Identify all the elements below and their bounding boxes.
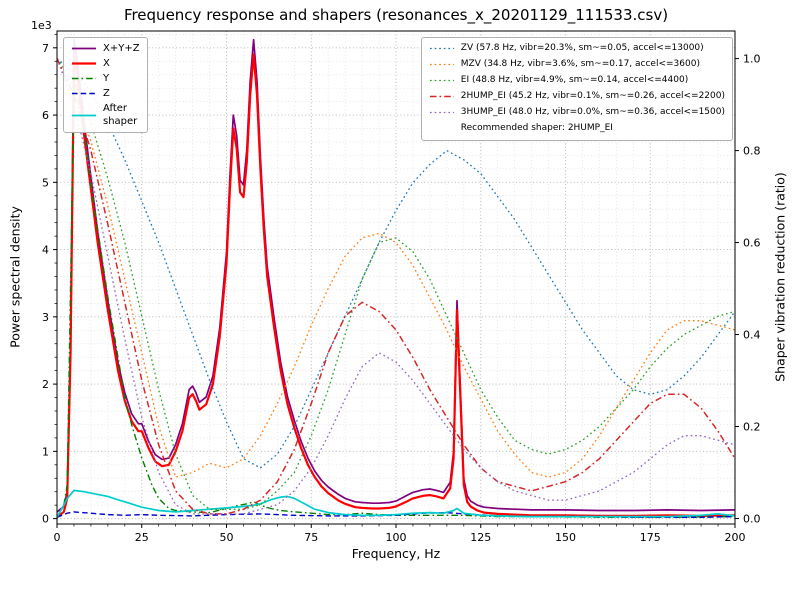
legend-item: X+Y+Z — [71, 42, 140, 55]
legend-label: X — [103, 58, 110, 69]
chart-title: Frequency response and shapers (resonanc… — [123, 6, 669, 24]
legend-line-sample-icon — [72, 92, 96, 95]
legend-label: EI (48.8 Hz, vibr=4.9%, sm~=0.14, accel<… — [460, 74, 689, 85]
svg-text:0: 0 — [42, 513, 49, 526]
legend-label: Y — [103, 73, 110, 84]
legend-label: 2HUMP_EI (45.2 Hz, vibr=0.1%, sm~=0.26, … — [460, 90, 725, 101]
legend-item: After shaper — [71, 102, 140, 128]
svg-text:100: 100 — [386, 531, 407, 544]
svg-text:7: 7 — [42, 42, 49, 55]
legend-label: After shaper — [103, 103, 138, 127]
svg-text:25: 25 — [135, 531, 149, 544]
svg-text:0.6: 0.6 — [743, 237, 761, 250]
y-axis-offset-label: 1e3 — [31, 19, 52, 32]
legend-item: ZV (57.8 Hz, vibr=20.3%, sm~=0.05, accel… — [429, 42, 725, 56]
legend-item: 2HUMP_EI (45.2 Hz, vibr=0.1%, sm~=0.26, … — [429, 90, 725, 104]
legend-line-sample-icon — [429, 48, 454, 50]
svg-text:0.0: 0.0 — [743, 512, 761, 525]
legend-item: X — [71, 57, 140, 70]
legend-item: Z — [71, 87, 140, 100]
y-left-axis-label: Power spectral density — [7, 206, 23, 348]
svg-text:0.8: 0.8 — [743, 145, 761, 158]
y-right-axis-label: Shaper vibration reduction (ratio) — [772, 172, 788, 382]
svg-text:1.0: 1.0 — [743, 53, 761, 66]
legend-line-sample-icon — [429, 64, 454, 66]
legend-line-sample-icon — [72, 114, 96, 116]
psd-legend: X+Y+Z X Y Z After shaper — [63, 37, 148, 133]
legend-item: MZV (34.8 Hz, vibr=3.6%, sm~=0.17, accel… — [429, 58, 725, 72]
legend-item: 3HUMP_EI (48.0 Hz, vibr=0.0%, sm~=0.36, … — [429, 106, 725, 120]
shaper-legend: ZV (57.8 Hz, vibr=20.3%, sm~=0.05, accel… — [420, 37, 733, 141]
svg-text:5: 5 — [42, 176, 49, 189]
legend-line-sample-icon — [429, 112, 454, 114]
x-axis-label: Frequency, Hz — [351, 546, 441, 561]
legend-label: Z — [103, 88, 110, 99]
legend-line-sample-icon — [72, 62, 96, 65]
svg-text:6: 6 — [42, 109, 49, 122]
svg-text:1: 1 — [42, 445, 49, 458]
svg-text:75: 75 — [304, 531, 318, 544]
svg-text:200: 200 — [725, 531, 746, 544]
legend-line-sample-icon — [429, 96, 454, 98]
recommended-shaper-label: Recommended shaper: 2HUMP_EI — [460, 122, 613, 133]
svg-text:4: 4 — [42, 244, 49, 257]
legend-label: ZV (57.8 Hz, vibr=20.3%, sm~=0.05, accel… — [460, 43, 704, 53]
legend-note: Recommended shaper: 2HUMP_EI — [429, 122, 725, 136]
svg-text:3: 3 — [42, 311, 49, 324]
legend-label: MZV (34.8 Hz, vibr=3.6%, sm~=0.17, accel… — [460, 58, 700, 69]
svg-text:125: 125 — [470, 531, 491, 544]
svg-text:0.4: 0.4 — [743, 329, 761, 342]
svg-text:50: 50 — [220, 531, 234, 544]
legend-label: 3HUMP_EI (48.0 Hz, vibr=0.0%, sm~=0.36, … — [460, 106, 725, 117]
legend-line-sample-icon — [72, 77, 96, 80]
svg-text:175: 175 — [640, 531, 661, 544]
legend-label: X+Y+Z — [103, 43, 140, 54]
svg-text:0: 0 — [54, 531, 61, 544]
legend-item: EI (48.8 Hz, vibr=4.9%, sm~=0.14, accel<… — [429, 74, 725, 88]
legend-item: Y — [71, 72, 140, 85]
svg-text:2: 2 — [42, 378, 49, 391]
legend-line-sample-icon — [429, 80, 454, 82]
svg-text:0.2: 0.2 — [743, 421, 761, 434]
legend-line-sample-icon — [72, 47, 96, 50]
svg-text:150: 150 — [555, 531, 576, 544]
